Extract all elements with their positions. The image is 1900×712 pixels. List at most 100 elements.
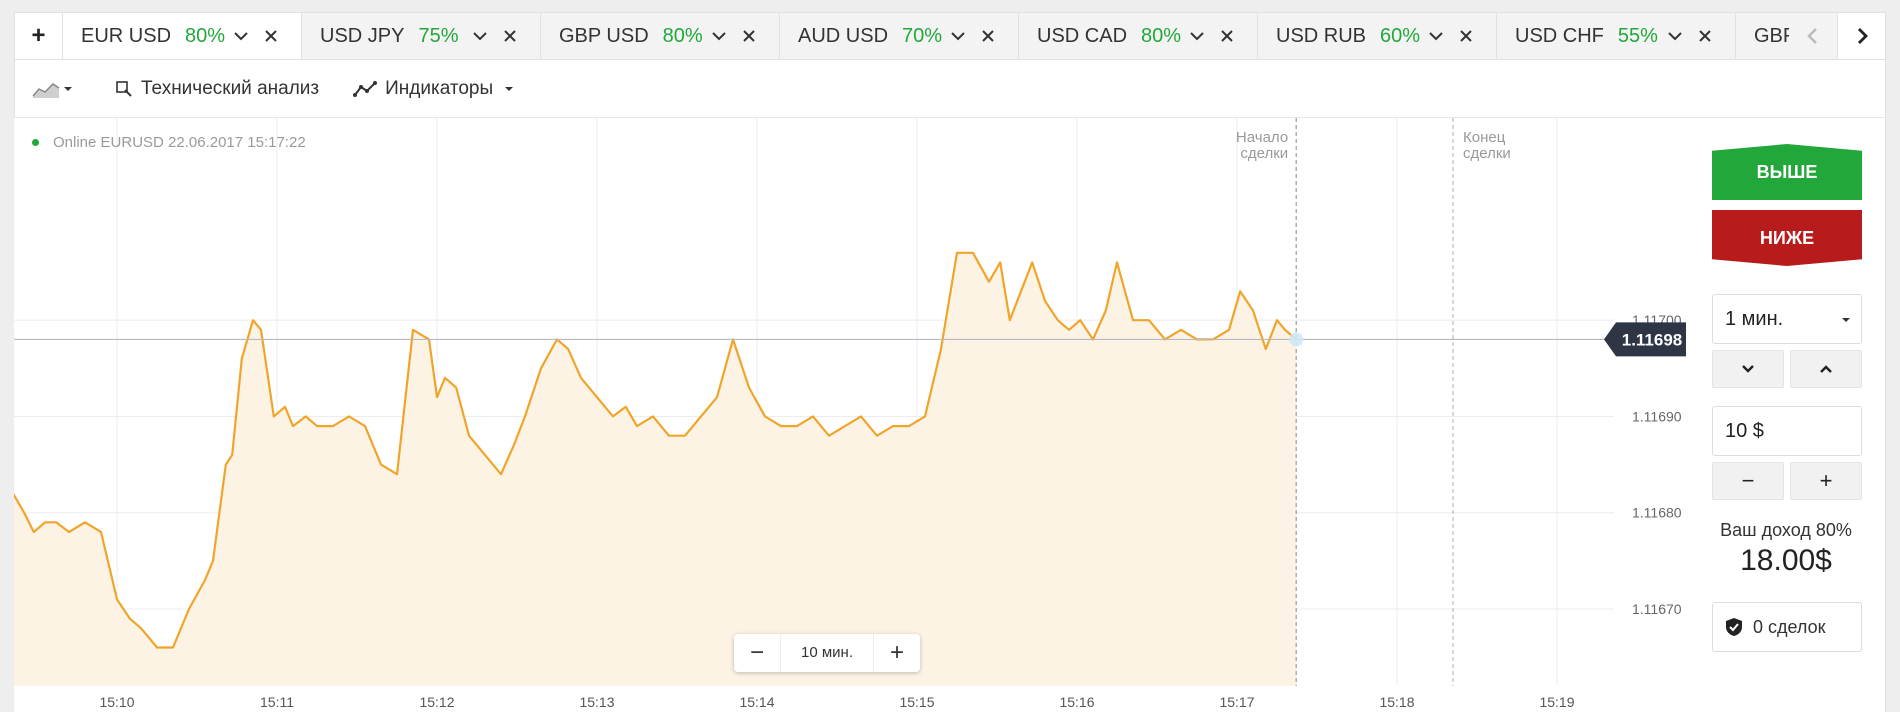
current-price-marker — [1289, 332, 1304, 347]
indicator-line-icon — [353, 80, 378, 97]
y-tick-label: 1.11680 — [1632, 505, 1682, 521]
duration-decrease-button[interactable] — [1712, 350, 1784, 388]
chevron-down-icon[interactable] — [709, 26, 729, 46]
tab-aud-usd[interactable]: AUD USD 70% — [780, 13, 1019, 59]
duration-increase-button[interactable] — [1790, 350, 1862, 388]
tab-prev-button[interactable] — [1789, 13, 1837, 59]
caret-down-icon — [505, 86, 514, 91]
chevron-down-icon[interactable] — [1665, 26, 1685, 46]
trade-end-label-2: сделки — [1463, 145, 1511, 162]
close-icon[interactable] — [500, 26, 520, 46]
higher-button[interactable]: ВЫШЕ — [1712, 144, 1862, 200]
indicators-label: Индикаторы — [385, 77, 494, 99]
chart-toolbar: Технический анализ Индикаторы — [14, 60, 1886, 118]
y-tick-label: 1.11690 — [1632, 408, 1682, 424]
asset-tabs: + EUR USD 80% USD JPY 75% GBP USD 80% AUD USD 7… — [14, 12, 1886, 60]
shield-check-icon — [1726, 618, 1742, 636]
tab-payout-label: 80% — [662, 24, 703, 47]
amount-increase-button[interactable]: + — [1790, 462, 1862, 500]
price-chart[interactable]: Начало сделки Конец сделки 1.11670 1.1168… — [14, 118, 1686, 712]
x-tick-label: 15:11 — [260, 694, 294, 710]
x-tick-label: 15:15 — [899, 694, 934, 710]
x-tick-label: 15:17 — [1219, 694, 1254, 710]
close-icon[interactable] — [978, 26, 998, 46]
x-tick-label: 15:14 — [739, 694, 774, 710]
chevron-down-icon[interactable] — [1187, 26, 1207, 46]
chevron-right-icon — [1857, 28, 1868, 44]
chevron-down-icon[interactable] — [948, 26, 968, 46]
amount-decrease-button[interactable]: − — [1712, 462, 1784, 500]
tab-usd-chf[interactable]: USD CHF 55% — [1497, 13, 1736, 59]
duration-select[interactable]: 1 мин. — [1712, 294, 1862, 344]
area-chart-icon — [32, 82, 72, 98]
price-area-fill — [14, 252, 1297, 686]
online-status: Online EURUSD 22.06.2017 15:17:22 — [32, 134, 306, 151]
tab-usd-jpy[interactable]: USD JPY 75% — [302, 13, 541, 59]
trade-end-label: Конец — [1463, 129, 1506, 146]
chevron-down-icon — [1742, 365, 1754, 373]
chevron-down-icon[interactable] — [231, 26, 251, 46]
tab-nav — [1789, 13, 1885, 59]
close-icon[interactable] — [261, 26, 281, 46]
zoom-level: 10 мин. — [780, 634, 874, 672]
deals-label: 0 сделок — [1753, 616, 1826, 637]
chevron-up-icon — [1820, 365, 1832, 373]
close-icon[interactable] — [1217, 26, 1237, 46]
chart-area[interactable]: Начало сделки Конец сделки 1.11670 1.1168… — [14, 118, 1686, 712]
close-icon[interactable] — [1456, 26, 1476, 46]
amount-value: 10 $ — [1725, 419, 1764, 442]
tab-payout-label: 55% — [1617, 24, 1658, 47]
tab-gbp-usd[interactable]: GBP USD 80% — [541, 13, 780, 59]
tab-usd-rub[interactable]: USD RUB 60% — [1258, 13, 1497, 59]
duration-steppers — [1712, 350, 1862, 388]
tab-usd-cad[interactable]: USD CAD 80% — [1019, 13, 1258, 59]
chevron-down-icon[interactable] — [470, 26, 490, 46]
close-icon[interactable] — [1695, 26, 1715, 46]
zoom-in-button[interactable]: + — [889, 639, 904, 666]
chart-type-dropdown[interactable] — [31, 78, 81, 100]
amount-input[interactable]: 10 $ — [1712, 406, 1862, 456]
tech-analysis-button[interactable]: Технический анализ — [115, 78, 319, 100]
x-tick-label: 15:12 — [419, 694, 454, 710]
income-label: Ваш доход 80% — [1720, 520, 1852, 540]
x-tick-label: 15:16 — [1059, 694, 1094, 710]
tab-payout-label: 80% — [1141, 24, 1182, 47]
income-value: 18.00$ — [1740, 544, 1832, 577]
chevron-down-icon[interactable] — [1426, 26, 1446, 46]
online-dot-icon — [32, 139, 39, 146]
deals-button[interactable]: 0 сделок — [1712, 602, 1862, 652]
close-icon[interactable] — [739, 26, 759, 46]
tab-eur-usd[interactable]: EUR USD 80% — [63, 13, 302, 59]
tab-pair-label: AUD USD — [798, 24, 889, 47]
tab-pair-label: USD CAD — [1037, 24, 1128, 47]
tab-next-button[interactable] — [1837, 13, 1885, 59]
chevron-left-icon — [1807, 28, 1817, 44]
zoom-out-button[interactable]: − — [749, 639, 764, 666]
lower-button[interactable]: НИЖЕ — [1712, 210, 1862, 266]
x-tick-label: 15:10 — [99, 694, 134, 710]
y-tick-label: 1.11670 — [1632, 601, 1682, 617]
trade-start-label-2: сделки — [1240, 145, 1288, 162]
tab-payout-label: 75% — [418, 24, 459, 47]
x-axis-ticks: 15:10 15:11 15:12 15:13 15:14 15:15 15:16 15:17… — [99, 694, 1574, 710]
tab-pair-label: USD JPY — [320, 24, 405, 47]
magnifier-icon — [116, 80, 132, 97]
trade-panel: ВЫШЕ НИЖЕ 1 мин. 10 $ − + Ваш доход 80% … — [1686, 118, 1886, 712]
caret-down-icon — [1842, 318, 1850, 322]
add-tab-button[interactable]: + — [15, 13, 63, 59]
x-tick-label: 15:13 — [579, 694, 614, 710]
x-tick-label: 15:18 — [1379, 694, 1414, 710]
online-status-text: Online EURUSD 22.06.2017 15:17:22 — [53, 134, 306, 151]
amount-steppers: − + — [1712, 462, 1862, 500]
current-price-value: 1.11698 — [1622, 330, 1683, 349]
tab-pair-label: USD CHF — [1515, 24, 1604, 47]
tab-payout-label: 70% — [902, 24, 943, 47]
tab-pair-label: GBP USD — [559, 24, 649, 47]
zoom-control: − 10 мин. + — [734, 634, 920, 672]
tab-pair-label: USD RUB — [1276, 24, 1367, 47]
indicators-dropdown[interactable]: Индикаторы — [353, 78, 523, 100]
tech-analysis-label: Технический анализ — [141, 77, 320, 99]
trade-start-label: Начало — [1236, 129, 1288, 146]
